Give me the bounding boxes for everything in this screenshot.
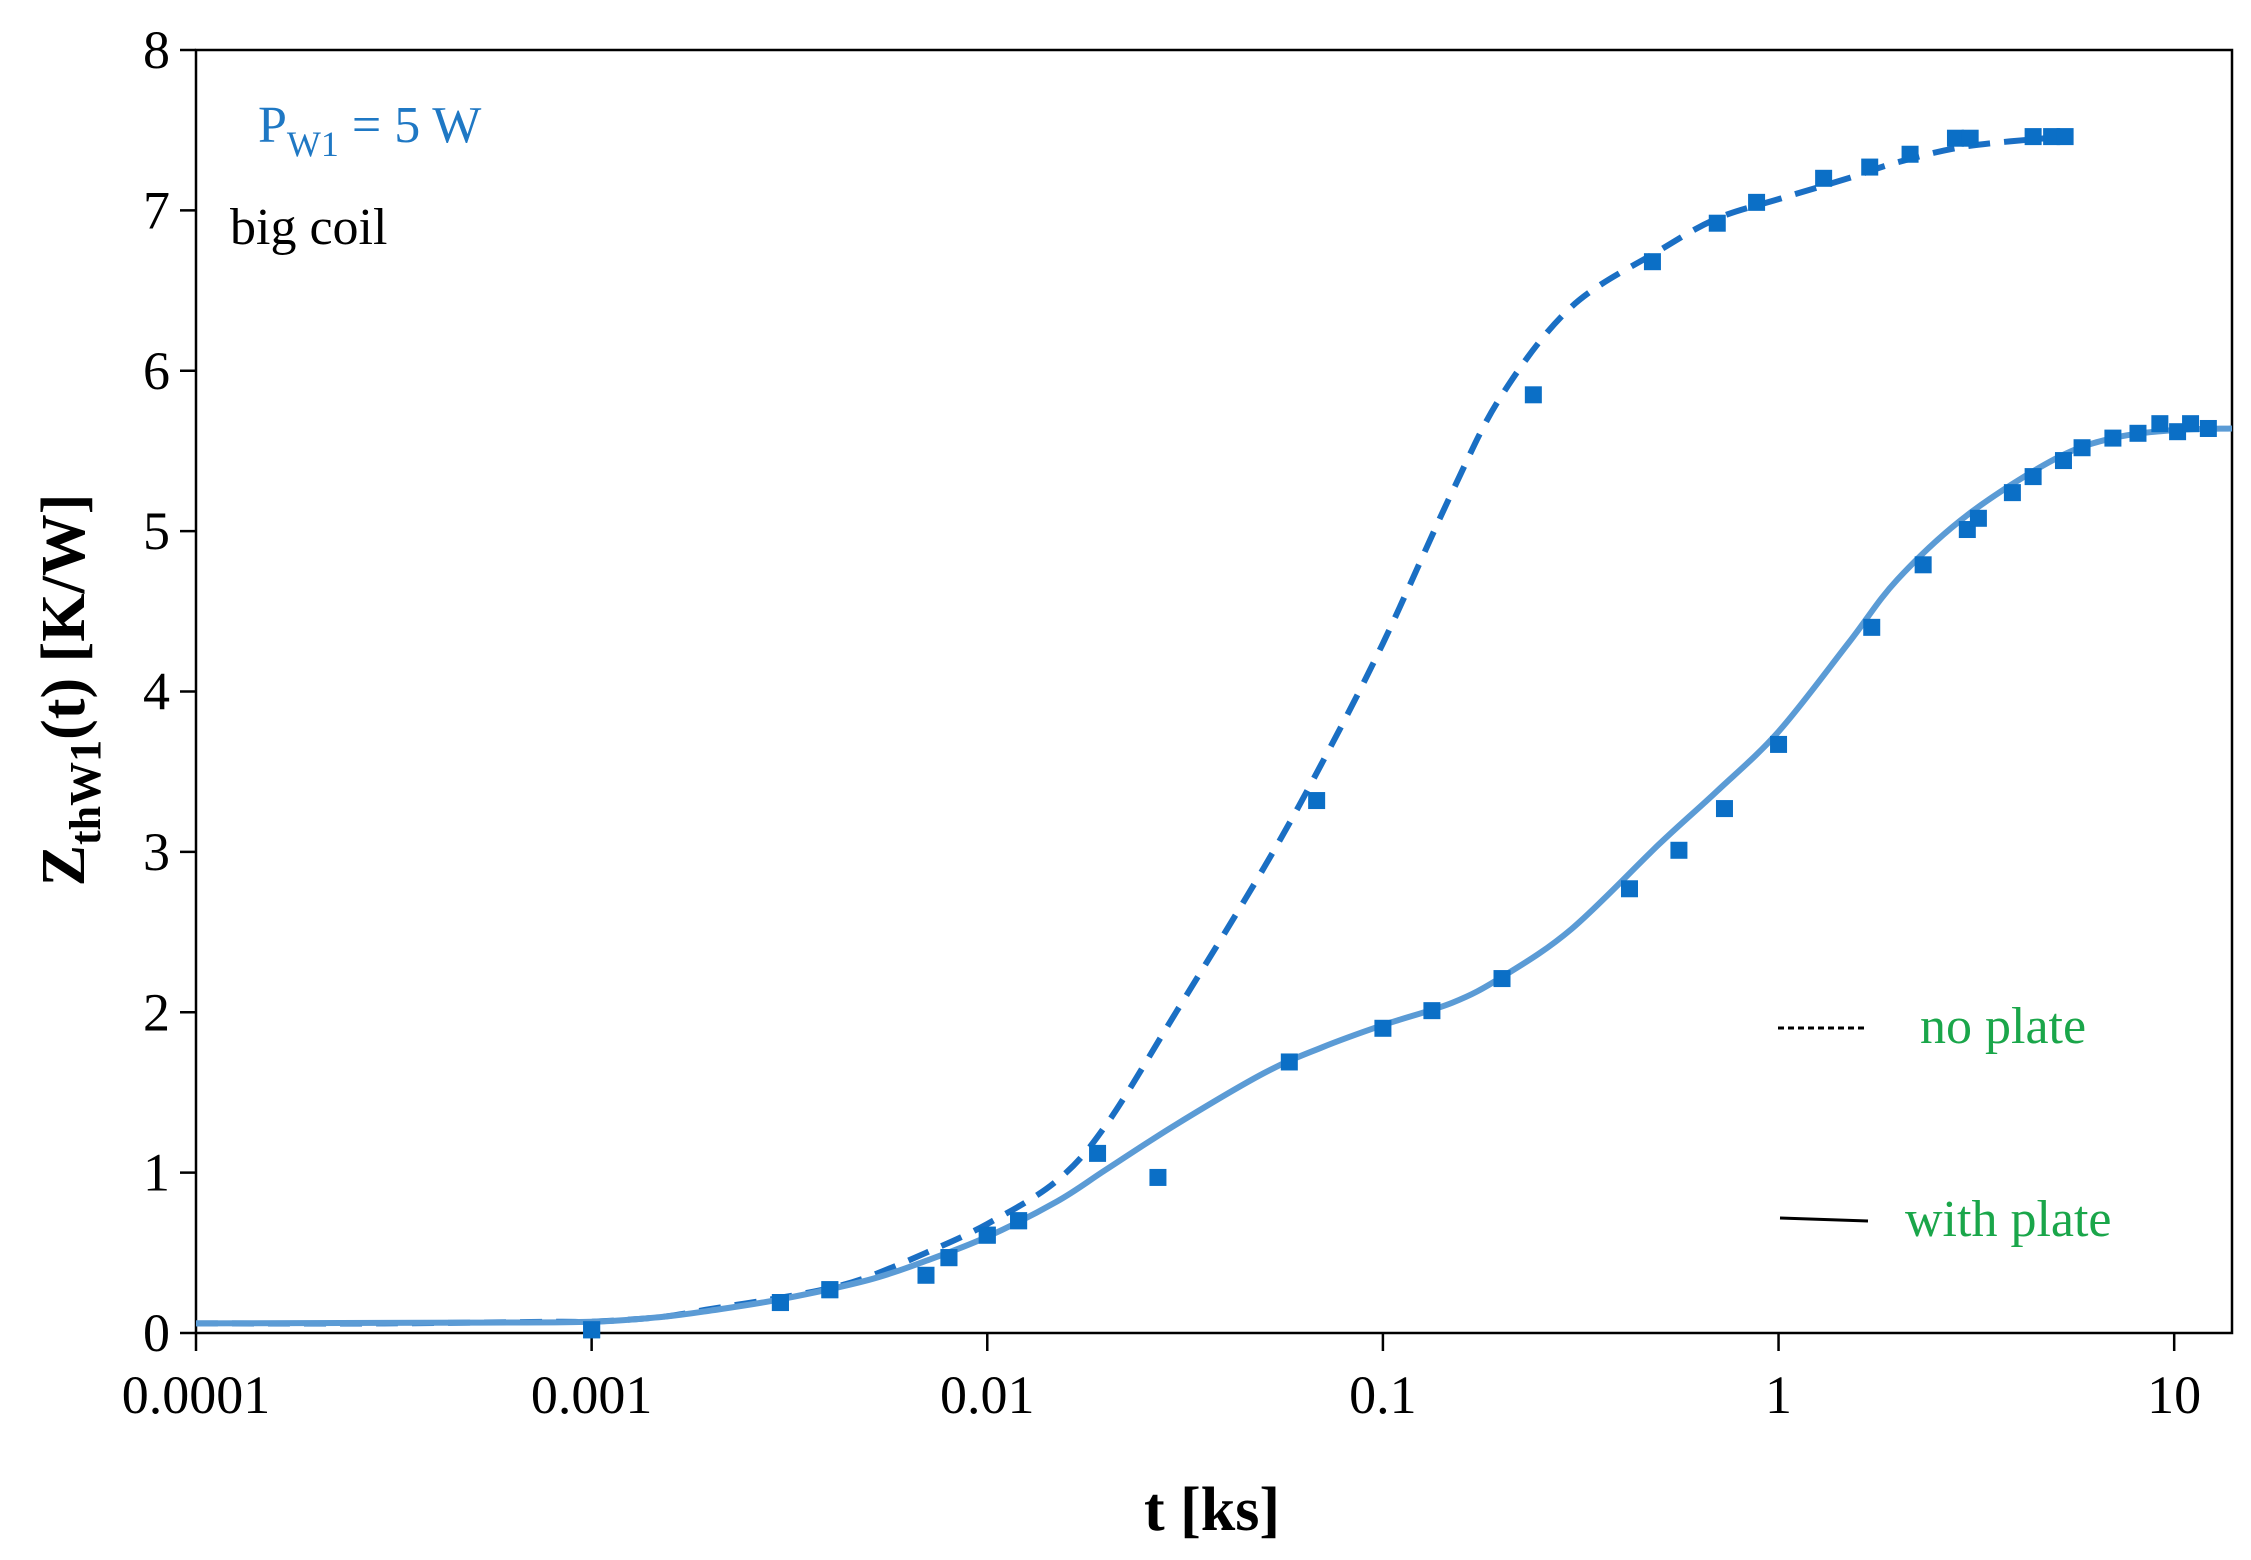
data-point-no-plate	[2043, 128, 2061, 146]
x-tick-label: 0.01	[940, 1365, 1035, 1425]
power-annotation: PW1 = 5 W	[258, 97, 481, 164]
y-axis-title: ZthW1(t) [K/W]	[30, 494, 110, 887]
data-point-no-plate	[917, 1266, 935, 1284]
data-point-with-plate	[1010, 1212, 1028, 1230]
data-point-with-plate	[583, 1321, 601, 1339]
data-point-no-plate	[1708, 214, 1726, 232]
marker-layer	[583, 128, 2217, 1339]
data-point-with-plate	[1914, 556, 1932, 574]
data-point-with-plate	[1670, 841, 1688, 859]
y-axis-title-rest: (t) [K/W]	[30, 494, 98, 740]
x-tick-label: 1	[1765, 1365, 1792, 1425]
data-point-with-plate	[821, 1281, 839, 1299]
data-point-no-plate	[1946, 129, 1964, 147]
legend: no plate with plate	[1778, 998, 2112, 1248]
y-tick-label: 6	[143, 341, 170, 401]
data-point-no-plate	[1308, 792, 1326, 810]
coil-annotation: big coil	[230, 199, 387, 256]
data-point-with-plate	[2169, 423, 2187, 441]
data-point-no-plate	[2056, 128, 2074, 146]
data-point-with-plate	[771, 1294, 789, 1312]
data-point-no-plate	[1815, 169, 1833, 187]
data-point-no-plate	[1524, 386, 1542, 404]
data-point-with-plate	[2151, 415, 2169, 433]
data-point-with-plate	[2073, 439, 2091, 457]
y-axis-ticks: 0 1 2 3 4 5 6 7 8	[143, 20, 196, 1363]
data-point-no-plate	[1961, 129, 1979, 147]
x-axis-ticks: 0.0001 0.001 0.01 0.1 1 10	[122, 1333, 2201, 1425]
power-annotation-rest: = 5 W	[339, 97, 481, 154]
legend-label-with-plate: with plate	[1905, 1191, 2112, 1248]
y-tick-label: 2	[143, 982, 170, 1042]
data-point-with-plate	[2054, 452, 2072, 470]
y-tick-label: 7	[143, 180, 170, 240]
data-point-with-plate	[940, 1249, 958, 1267]
y-tick-label: 4	[143, 662, 170, 722]
y-axis-title-sub: thW1	[61, 740, 110, 845]
power-annotation-sub: W1	[287, 124, 339, 164]
data-point-with-plate	[1423, 1002, 1441, 1020]
data-point-no-plate	[1861, 158, 1879, 176]
data-point-no-plate	[1901, 145, 1919, 163]
y-tick-label: 5	[143, 501, 170, 561]
x-tick-label: 0.1	[1349, 1365, 1417, 1425]
data-point-with-plate	[2182, 415, 2200, 433]
legend-label-no-plate: no plate	[1920, 998, 2086, 1055]
data-point-with-plate	[1715, 800, 1733, 818]
x-axis-title: t [ks]	[1144, 1476, 1280, 1544]
data-point-with-plate	[1969, 509, 1987, 527]
data-point-with-plate	[1493, 970, 1511, 988]
legend-swatch-with-plate	[1779, 1216, 1869, 1223]
data-point-with-plate	[1374, 1019, 1392, 1037]
y-tick-label: 8	[143, 20, 170, 80]
data-point-with-plate	[1620, 880, 1638, 898]
data-point-with-plate	[1770, 735, 1788, 753]
y-tick-label: 0	[143, 1303, 170, 1363]
data-point-with-plate	[2129, 424, 2147, 442]
y-tick-label: 1	[143, 1143, 170, 1203]
data-point-with-plate	[1280, 1053, 1298, 1071]
x-tick-label: 0.001	[531, 1365, 653, 1425]
series-line-with-plate	[195, 425, 2233, 1327]
data-point-with-plate	[2024, 468, 2042, 486]
x-tick-label: 0.0001	[122, 1365, 271, 1425]
data-point-no-plate	[2024, 128, 2042, 146]
data-point-with-plate	[1149, 1168, 1167, 1186]
data-point-with-plate	[2104, 429, 2122, 447]
data-point-with-plate	[978, 1226, 996, 1244]
power-annotation-main: P	[258, 97, 287, 154]
data-point-with-plate	[2003, 484, 2021, 502]
data-point-with-plate	[2199, 419, 2217, 437]
y-tick-label: 3	[143, 822, 170, 882]
data-point-no-plate	[1643, 253, 1661, 271]
data-point-with-plate	[1863, 618, 1881, 636]
data-point-no-plate	[1748, 193, 1766, 211]
series-layer	[195, 133, 2233, 1327]
data-point-no-plate	[1089, 1144, 1107, 1162]
y-axis-title-main: Z	[30, 845, 98, 886]
x-tick-label: 10	[2147, 1365, 2201, 1425]
series-line-no-plate	[195, 133, 2066, 1327]
